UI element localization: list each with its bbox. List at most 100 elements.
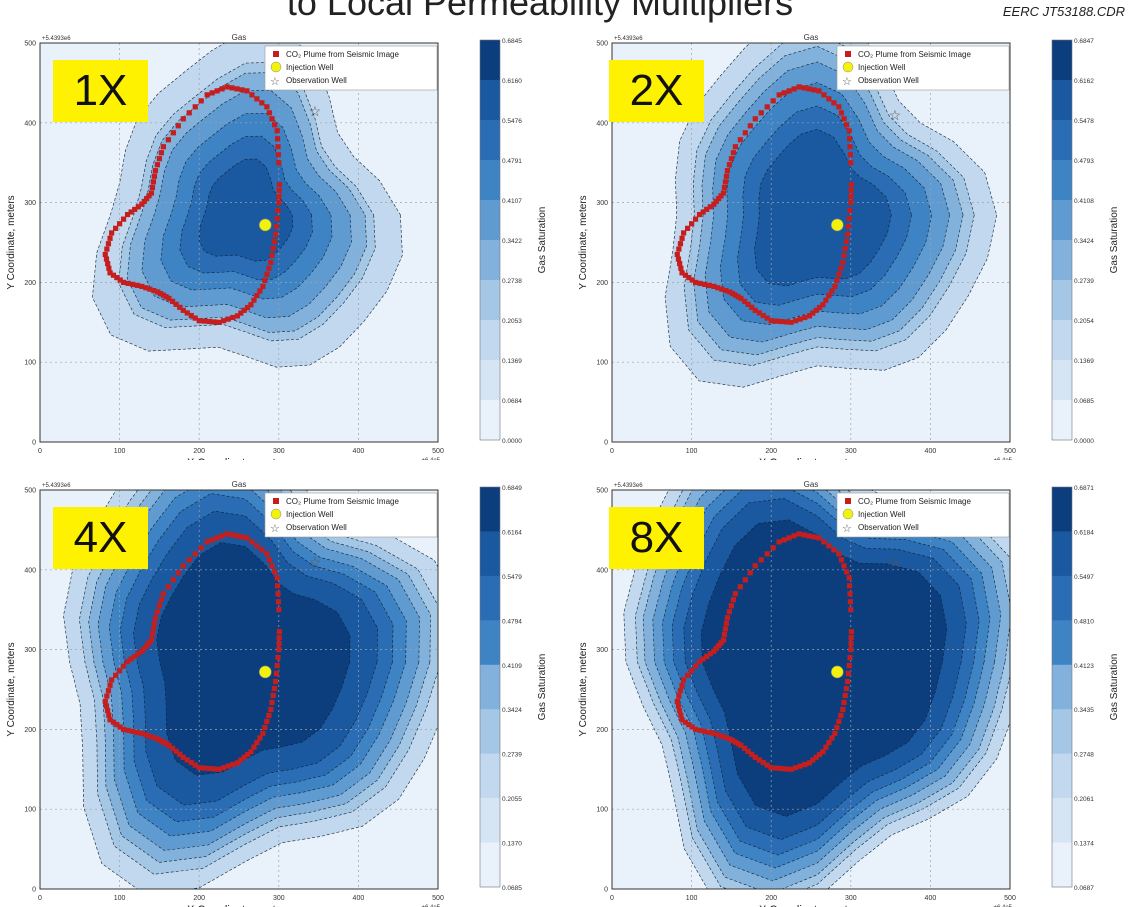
plume-marker [706, 282, 712, 288]
plume-marker [689, 221, 695, 227]
plume-marker [844, 122, 850, 128]
colorbar-segment [480, 400, 500, 441]
plume-marker [254, 739, 260, 746]
plot-title: Gas [232, 33, 247, 42]
plume-marker [160, 144, 166, 150]
plume-marker [143, 732, 149, 738]
colorbar-segment [1052, 798, 1072, 844]
plume-marker [723, 734, 729, 741]
plume-marker [715, 285, 721, 291]
colorbar-segment [1052, 240, 1072, 281]
colorbar-segment [480, 798, 500, 844]
plume-marker [846, 215, 852, 222]
colorbar-tick-label: 0.1370 [502, 841, 522, 848]
plume-marker [676, 246, 682, 252]
plume-marker [711, 283, 717, 289]
plot-title: Gas [804, 33, 819, 42]
colorbar-frame [479, 39, 501, 441]
plume-marker [264, 271, 270, 278]
plume-marker [229, 85, 235, 91]
x-tick-label: 300 [845, 448, 857, 455]
plume-marker [848, 194, 854, 200]
plume-marker [152, 615, 159, 621]
colorbar-segment [1052, 709, 1072, 755]
plume-marker [230, 314, 236, 321]
plume-marker [829, 735, 835, 741]
colorbar-segment [480, 531, 500, 577]
plume-marker [146, 640, 152, 646]
plume-marker [269, 116, 275, 122]
colorbar-segment [1052, 487, 1072, 532]
x-tick-label: 300 [273, 448, 285, 455]
plume-marker [271, 685, 278, 692]
plume-marker [806, 86, 812, 92]
legend-observation-label: Observation Well [858, 76, 919, 85]
plume-marker [796, 84, 802, 90]
plume-marker [154, 162, 161, 168]
legend-injection-label: Injection Well [858, 63, 906, 72]
y-tick-label: 100 [596, 360, 608, 367]
plume-marker [192, 315, 198, 321]
plume-marker [117, 724, 123, 730]
plume-marker [151, 173, 158, 179]
legend-plume-label: CO₂ Plume from Seismic Image [286, 497, 399, 506]
legend-box [836, 492, 1010, 538]
plume-marker [840, 706, 846, 713]
observation-well-marker: ☆ [309, 554, 322, 570]
legend: CO₂ Plume from Seismic Image Injection We… [264, 492, 438, 538]
legend-plume-label: CO₂ Plume from Seismic Image [286, 50, 399, 59]
plume-marker [742, 130, 748, 136]
y-tick-label: 100 [24, 360, 36, 367]
colorbar-segment [1052, 842, 1072, 888]
plume-marker [847, 144, 853, 150]
legend-injection-label: Injection Well [286, 63, 334, 72]
plume-marker [811, 534, 817, 540]
plume-marker [735, 294, 741, 300]
plume-marker [150, 179, 157, 185]
plume-marker [105, 688, 112, 694]
legend-box [264, 492, 438, 538]
plume-marker [806, 760, 813, 766]
plume-marker [689, 277, 695, 283]
colorbar-tick-label: 0.4108 [1074, 198, 1094, 205]
plume-marker [134, 729, 140, 735]
plume-marker [135, 204, 141, 210]
plume-marker [816, 751, 823, 758]
plume-marker [806, 313, 813, 319]
plume-marker [813, 754, 819, 760]
plume-marker [821, 92, 827, 98]
plume-marker [848, 200, 854, 206]
plume-marker [682, 719, 689, 725]
multiplier-label: 8X [609, 507, 704, 569]
x-tick-label: 0 [38, 895, 42, 902]
plume-marker [752, 563, 758, 569]
colorbar-tick-label: 0.2738 [502, 278, 522, 285]
plume-marker [845, 223, 852, 230]
colorbar-tick-label: 0.2739 [502, 752, 522, 759]
plume-marker [738, 742, 744, 748]
plume-marker [764, 104, 770, 110]
injection-well-marker [830, 665, 844, 679]
plume-marker [120, 216, 127, 222]
plume-marker [847, 599, 854, 605]
plume-marker [148, 637, 155, 643]
plume-marker [234, 313, 241, 319]
plume-marker [707, 204, 713, 210]
plume-marker [186, 557, 192, 563]
plume-marker [729, 290, 736, 297]
chart-svg: ☆ 0 100 200 300 400 500 0 100 200 300 400 500 +6.4e5 +… [578, 33, 1120, 460]
plume-marker [675, 703, 682, 709]
plume-marker [838, 557, 845, 563]
plume-marker [224, 531, 230, 537]
plume-marker [816, 535, 822, 541]
colorbar-label: Gas Saturation [537, 654, 548, 721]
y-tick-label: 200 [596, 280, 608, 287]
plume-marker [816, 304, 823, 311]
y-tick-label: 500 [24, 41, 36, 48]
multiplier-label: 2X [609, 60, 704, 122]
x-offset-label: +6.4e5 [993, 458, 1012, 460]
y-tick-label: 0 [32, 887, 36, 894]
plume-marker [276, 635, 282, 641]
plume-marker [679, 235, 685, 241]
x-tick-label: 300 [273, 895, 285, 902]
